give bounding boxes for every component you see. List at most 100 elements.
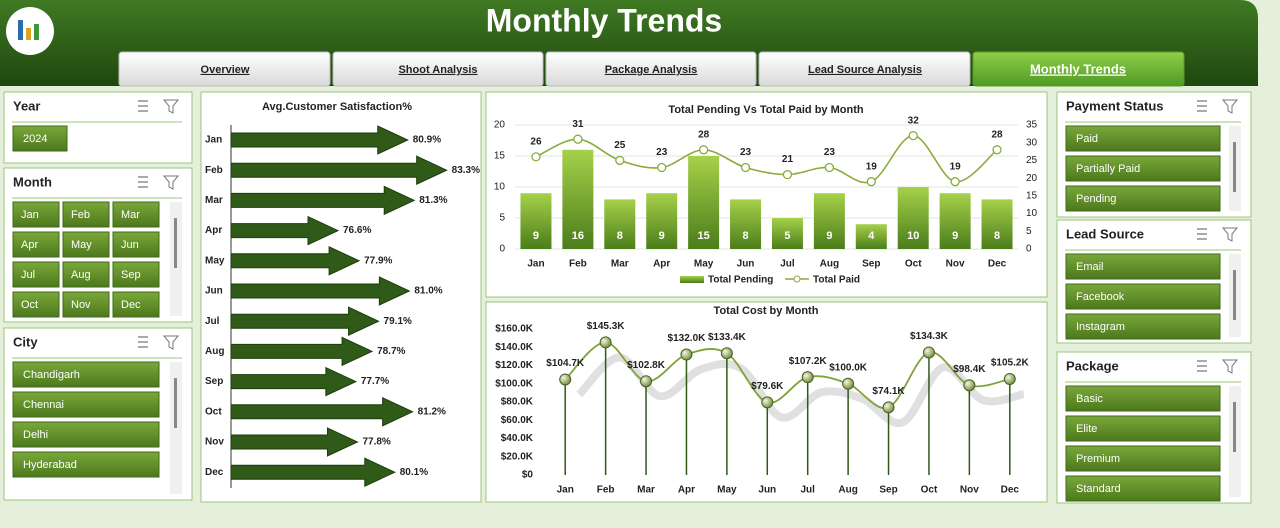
- slicer-button[interactable]: [12, 391, 160, 418]
- slicer-button[interactable]: [62, 231, 110, 258]
- slicer-button[interactable]: [12, 261, 60, 288]
- marker: [950, 177, 960, 187]
- slicer-item[interactable]: Partially Paid: [1076, 163, 1140, 175]
- data-label: 81.0%: [414, 286, 442, 297]
- y2-tick-label: 35: [1026, 120, 1038, 131]
- slicer-item[interactable]: Hyderabad: [23, 459, 77, 471]
- slicer-button[interactable]: [1065, 385, 1221, 412]
- tab-button[interactable]: [118, 51, 331, 87]
- arrow-bar: [230, 276, 411, 306]
- slicer-button[interactable]: [12, 451, 160, 478]
- y-tick-label: $160.0K: [495, 324, 534, 335]
- slicer-button[interactable]: [1065, 125, 1221, 152]
- slicer-item[interactable]: Basic: [1076, 393, 1103, 405]
- tab-label[interactable]: Package Analysis: [605, 64, 698, 76]
- page-title: Monthly Trends: [486, 2, 722, 38]
- slicer-button[interactable]: [1065, 475, 1221, 502]
- slicer-item[interactable]: Premium: [1076, 453, 1120, 465]
- scroll-thumb[interactable]: [1233, 402, 1236, 452]
- slicer-button[interactable]: [1065, 283, 1221, 310]
- slicer-title: City: [13, 334, 38, 349]
- tab[interactable]: Lead Source Analysis: [758, 51, 971, 87]
- slicer-button[interactable]: [62, 261, 110, 288]
- slicer-item[interactable]: Elite: [1076, 423, 1097, 435]
- slicer-item[interactable]: Email: [1076, 261, 1104, 273]
- tab-label[interactable]: Shoot Analysis: [398, 64, 477, 76]
- category-label: Feb: [205, 165, 223, 176]
- slicer-button[interactable]: [1065, 185, 1221, 212]
- marker: [559, 373, 572, 386]
- slicer-item[interactable]: Jul: [21, 269, 35, 281]
- logo-mark: [34, 24, 39, 40]
- slicer-button[interactable]: [112, 201, 160, 228]
- slicer-button[interactable]: [12, 291, 60, 318]
- slicer-button[interactable]: [1065, 445, 1221, 472]
- tab-button[interactable]: [758, 51, 971, 87]
- slicer-button[interactable]: [12, 421, 160, 448]
- slicer-item[interactable]: Jun: [121, 239, 139, 251]
- tab[interactable]: Overview: [118, 51, 331, 87]
- marker: [824, 162, 835, 173]
- slicer-item[interactable]: Instagram: [1076, 321, 1125, 333]
- slicer-button[interactable]: [1065, 415, 1221, 442]
- x-tick-label: Jul: [780, 259, 795, 270]
- slicer-item[interactable]: Aug: [71, 269, 91, 281]
- slicer-button[interactable]: [1065, 313, 1221, 340]
- clear-filter-icon[interactable]: [162, 175, 180, 190]
- tab-button[interactable]: [972, 51, 1185, 87]
- tab[interactable]: Shoot Analysis: [332, 51, 544, 87]
- slicer-item[interactable]: Sep: [121, 269, 141, 281]
- tab-active[interactable]: Monthly Trends: [972, 51, 1185, 87]
- slicer-item[interactable]: Paid: [1076, 133, 1098, 145]
- slicer-item[interactable]: Delhi: [23, 429, 48, 441]
- slicer-item[interactable]: Pending: [1076, 193, 1116, 205]
- slicer-item[interactable]: Nov: [71, 299, 91, 311]
- slicer-item[interactable]: Chandigarh: [23, 369, 80, 381]
- tab-button[interactable]: [332, 51, 544, 87]
- y-tick-label: $120.0K: [495, 360, 534, 371]
- slicer-item[interactable]: Standard: [1076, 483, 1121, 495]
- x-tick-label: Apr: [678, 485, 695, 496]
- slicer-item[interactable]: Apr: [21, 239, 38, 251]
- slicer-item[interactable]: 2024: [23, 133, 47, 145]
- tab-label[interactable]: Monthly Trends: [1030, 61, 1126, 76]
- slicer-button[interactable]: [12, 125, 68, 152]
- slicer-button[interactable]: [62, 291, 110, 318]
- slicer-item[interactable]: Jan: [21, 209, 39, 221]
- data-label: 19: [866, 161, 878, 172]
- slicer-button[interactable]: [112, 291, 160, 318]
- slicer-item[interactable]: Chennai: [23, 399, 64, 411]
- data-label: 21: [782, 154, 794, 165]
- clear-filter-icon[interactable]: [1221, 99, 1239, 114]
- slicer-button[interactable]: [12, 231, 60, 258]
- slicer-item[interactable]: Dec: [121, 299, 141, 311]
- slicer-item[interactable]: Oct: [21, 299, 38, 311]
- slicer-item[interactable]: Facebook: [1076, 291, 1125, 303]
- clear-filter-icon[interactable]: [162, 99, 180, 114]
- slicer-item[interactable]: May: [71, 239, 92, 251]
- clear-filter-icon[interactable]: [1221, 359, 1239, 374]
- slicer-button[interactable]: [112, 261, 160, 288]
- clear-filter-icon[interactable]: [1221, 227, 1239, 242]
- tab-button[interactable]: [545, 51, 757, 87]
- marker: [657, 162, 667, 173]
- slicer-button[interactable]: [112, 231, 160, 258]
- category-label: May: [205, 255, 225, 266]
- scroll-thumb[interactable]: [1233, 142, 1236, 192]
- slicer-button[interactable]: [62, 201, 110, 228]
- tab[interactable]: Package Analysis: [545, 51, 757, 87]
- scroll-thumb[interactable]: [1233, 270, 1236, 320]
- slicer-button[interactable]: [12, 201, 60, 228]
- slicer-button[interactable]: [1065, 155, 1221, 182]
- slicer-button[interactable]: [12, 361, 160, 388]
- data-label: $134.3K: [910, 331, 949, 342]
- slicer-item[interactable]: Feb: [71, 209, 90, 221]
- slicer-item[interactable]: Mar: [121, 209, 140, 221]
- scroll-thumb[interactable]: [174, 218, 177, 268]
- clear-filter-icon[interactable]: [162, 335, 180, 350]
- tab-label[interactable]: Lead Source Analysis: [808, 64, 922, 76]
- slicer-button[interactable]: [1065, 253, 1221, 280]
- data-label: 79.1%: [384, 316, 412, 327]
- scroll-thumb[interactable]: [174, 378, 177, 428]
- tab-label[interactable]: Overview: [201, 64, 250, 76]
